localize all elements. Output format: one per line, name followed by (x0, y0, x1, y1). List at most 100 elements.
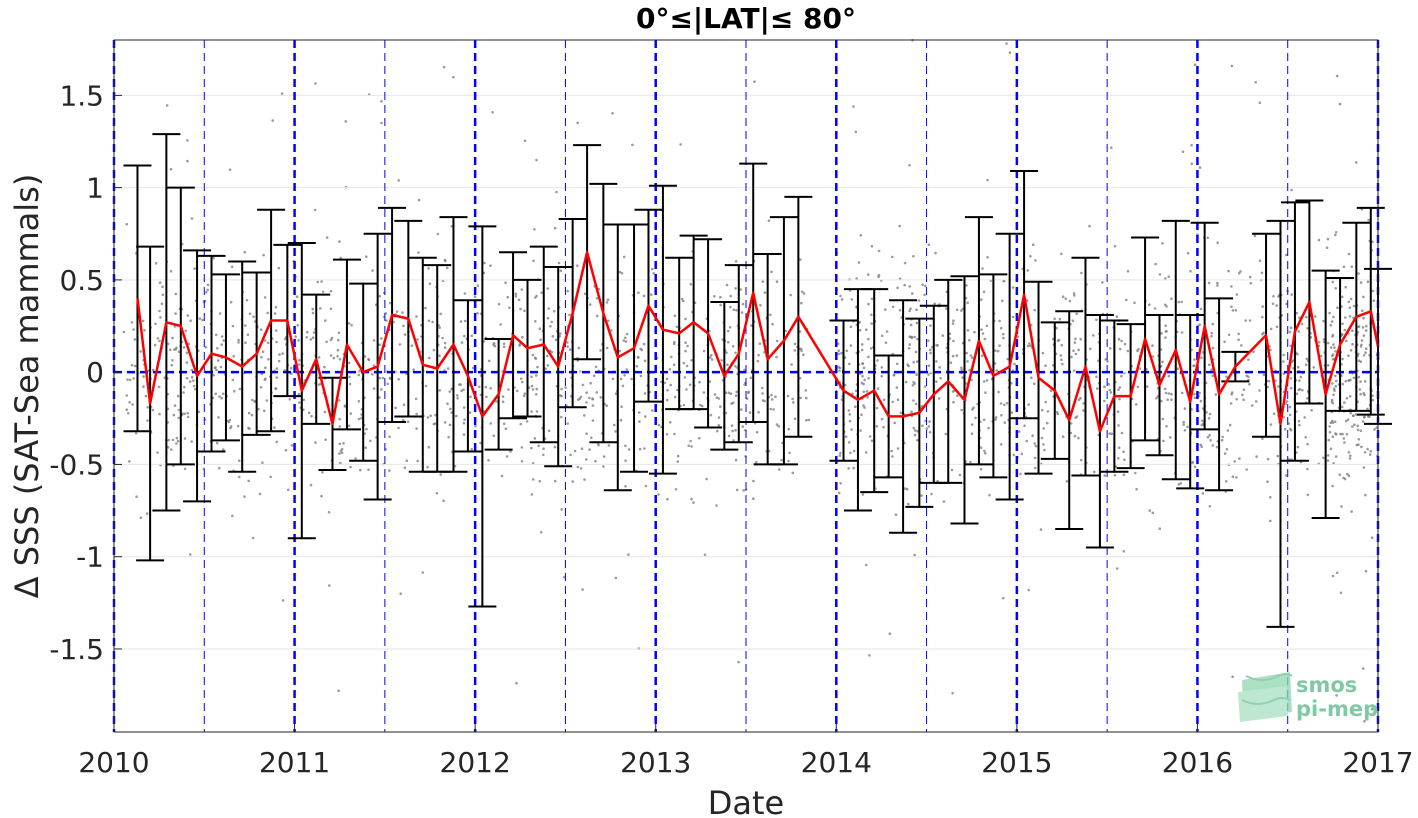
chart-title: 0°≤|LAT|≤ 80° (636, 2, 856, 35)
scatter-point (246, 333, 250, 337)
scatter-point (1346, 472, 1349, 476)
scatter-point (385, 319, 388, 322)
scatter-point (802, 292, 806, 295)
scatter-point (746, 391, 750, 395)
x-tick-label: 2015 (981, 746, 1052, 779)
scatter-point (863, 378, 866, 382)
scatter-point (969, 354, 973, 357)
scatter-point (426, 465, 429, 469)
scatter-point (1230, 64, 1234, 68)
scatter-point (1306, 467, 1309, 471)
scatter-point (1362, 416, 1366, 419)
scatter-point (298, 401, 301, 404)
logo-waves-icon (1238, 672, 1293, 722)
scatter-point (358, 369, 362, 373)
scatter-point (183, 437, 187, 440)
scatter-point (985, 379, 989, 382)
scatter-point (347, 361, 351, 365)
scatter-point (734, 351, 737, 355)
scatter-point (1167, 374, 1171, 378)
scatter-point (848, 362, 851, 366)
scatter-point (1298, 423, 1301, 427)
scatter-point (965, 284, 968, 287)
scatter-point (1248, 382, 1251, 386)
scatter-point (899, 411, 903, 415)
scatter-point (1370, 536, 1374, 539)
scatter-point (895, 362, 899, 366)
scatter-point (1347, 451, 1351, 454)
scatter-point (740, 408, 743, 411)
scatter-point (885, 330, 889, 333)
scatter-point (1148, 303, 1151, 307)
scatter-point (329, 307, 333, 311)
scatter-point (493, 344, 497, 348)
scatter-point (619, 418, 623, 422)
scatter-point (980, 328, 983, 331)
scatter-point (1343, 328, 1347, 332)
scatter-point (132, 328, 135, 331)
scatter-point (243, 495, 246, 498)
scatter-point (906, 363, 909, 366)
scatter-point (354, 457, 357, 460)
scatter-point (1253, 234, 1257, 238)
scatter-point (1371, 398, 1375, 402)
scatter-point (911, 384, 915, 387)
scatter-point (1298, 379, 1301, 382)
scatter-point (780, 458, 783, 462)
scatter-point (643, 359, 647, 363)
scatter-point (618, 349, 621, 353)
scatter-point (566, 422, 569, 425)
scatter-point (1020, 452, 1024, 456)
scatter-point (910, 336, 914, 340)
scatter-point (401, 311, 404, 314)
scatter-point (497, 302, 501, 306)
scatter-point (192, 379, 195, 382)
scatter-point (1211, 444, 1215, 447)
scatter-point (1186, 425, 1189, 429)
scatter-point (928, 430, 932, 434)
scatter-point (1198, 323, 1201, 327)
scatter-point (206, 283, 210, 287)
scatter-point (676, 388, 679, 392)
scatter-point (1199, 307, 1203, 311)
scatter-point (218, 312, 222, 315)
scatter-point (1190, 162, 1194, 165)
scatter-point (402, 403, 406, 407)
scatter-point (197, 410, 201, 414)
scatter-point (761, 280, 765, 283)
scatter-point (1283, 427, 1287, 431)
scatter-point (1347, 300, 1351, 304)
scatter-point (521, 335, 524, 339)
scatter-point (566, 289, 569, 293)
scatter-point (1074, 337, 1077, 341)
scatter-point (595, 391, 598, 394)
scatter-point (1251, 404, 1254, 407)
scatter-point (852, 449, 856, 453)
scatter-point (1108, 432, 1111, 435)
scatter-point (805, 418, 808, 422)
scatter-point (1153, 307, 1157, 310)
scatter-point (416, 459, 419, 463)
scatter-point (517, 298, 521, 302)
scatter-point (514, 292, 518, 296)
scatter-point (1335, 74, 1339, 78)
scatter-point (443, 341, 447, 345)
scatter-point (474, 424, 477, 428)
scatter-point (862, 404, 865, 407)
scatter-point (1289, 386, 1293, 390)
scatter-point (1282, 360, 1285, 363)
scatter-point (1093, 470, 1096, 474)
scatter-point (755, 430, 759, 434)
scatter-point (1340, 505, 1343, 508)
scatter-point (757, 411, 760, 414)
scatter-point (325, 340, 328, 344)
scatter-point (557, 261, 561, 265)
scatter-point (1322, 319, 1325, 323)
scatter-point (1210, 331, 1214, 335)
scatter-point (1158, 527, 1162, 530)
scatter-point (727, 391, 731, 395)
scatter-point (908, 335, 911, 339)
scatter-point (342, 442, 345, 445)
scatter-point (1155, 396, 1158, 400)
scatter-point (917, 299, 921, 302)
